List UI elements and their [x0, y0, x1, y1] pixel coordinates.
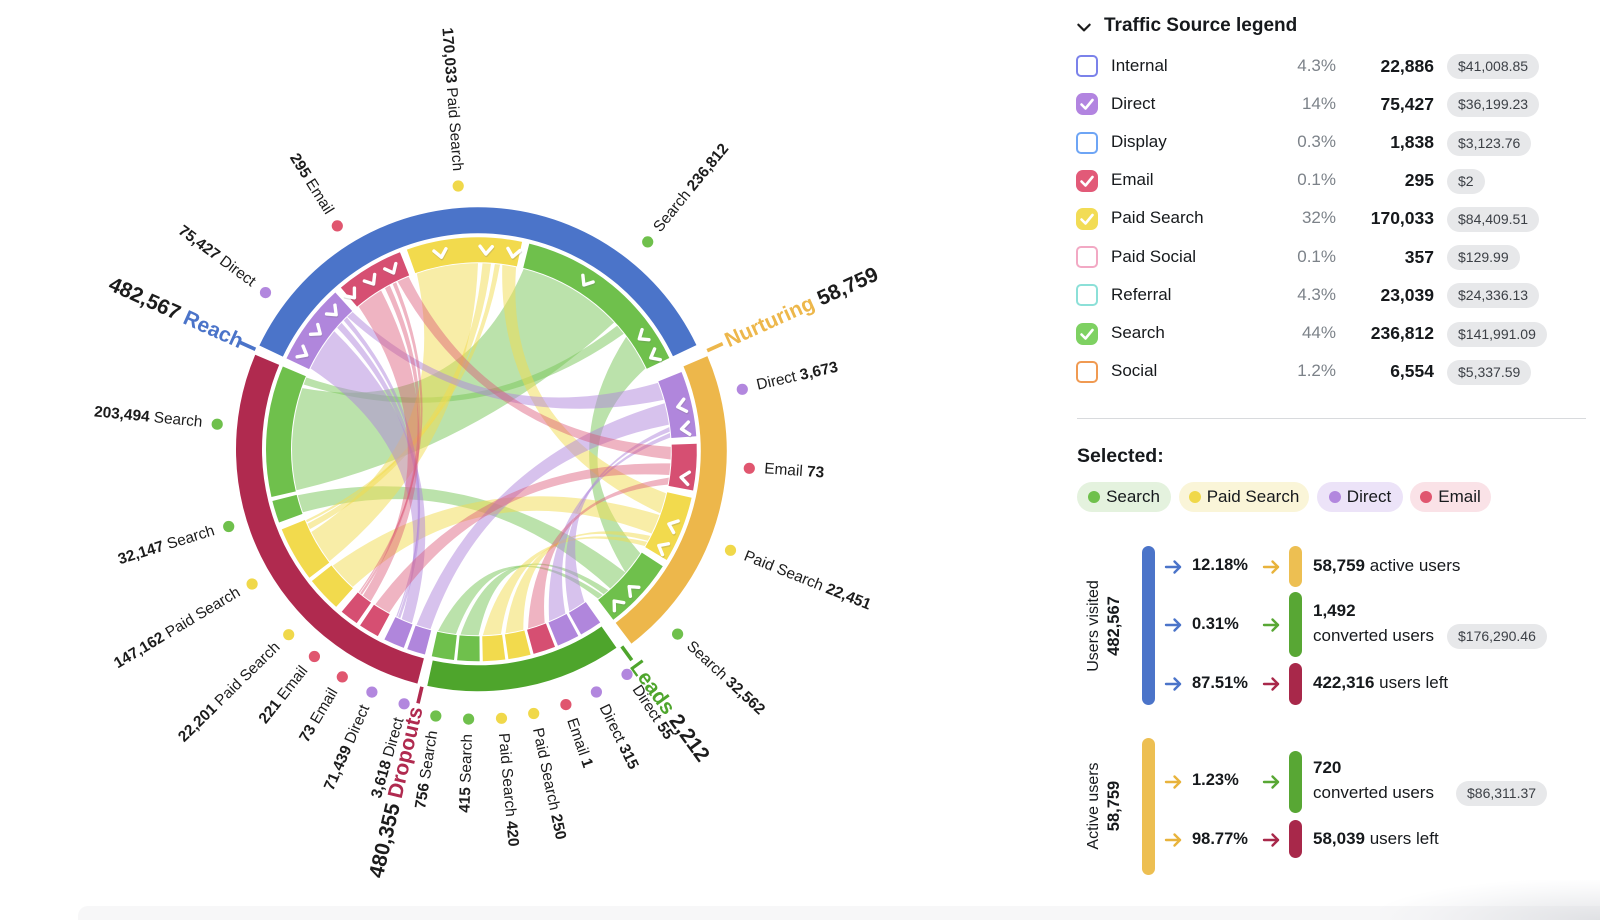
svg-text:Search 32,562: Search 32,562: [683, 638, 768, 719]
svg-text:170,033 Paid Search: 170,033 Paid Search: [438, 27, 466, 172]
svg-text:Paid Search 250: Paid Search 250: [529, 726, 569, 841]
svg-text:221 Email: 221 Email: [256, 663, 312, 727]
svg-text:Direct 315: Direct 315: [596, 702, 642, 773]
svg-text:147,162 Paid Search: 147,162 Paid Search: [111, 584, 243, 672]
svg-text:32,147 Search: 32,147 Search: [116, 522, 217, 568]
svg-text:Search 236,812: Search 236,812: [650, 141, 732, 236]
svg-text:Direct 3,673: Direct 3,673: [755, 359, 840, 394]
svg-text:73 Email: 73 Email: [296, 685, 341, 745]
svg-text:75,427 Direct: 75,427 Direct: [175, 222, 259, 290]
svg-text:Email 1: Email 1: [563, 716, 596, 770]
svg-text:Nurturing 58,759: Nurturing 58,759: [721, 262, 882, 351]
svg-text:Leads 2,212: Leads 2,212: [626, 656, 715, 766]
svg-text:203,494 Search: 203,494 Search: [93, 403, 203, 430]
svg-text:482,567 Reach: 482,567 Reach: [105, 272, 246, 352]
svg-text:Paid Search 420: Paid Search 420: [495, 732, 522, 847]
svg-text:295 Email: 295 Email: [286, 151, 337, 218]
svg-text:Email 73: Email 73: [764, 460, 825, 481]
svg-text:415 Search: 415 Search: [456, 734, 476, 813]
svg-text:Paid Search 22,451: Paid Search 22,451: [742, 548, 874, 614]
svg-text:22,201 Paid Search: 22,201 Paid Search: [175, 639, 283, 746]
svg-text:71,439 Direct: 71,439 Direct: [321, 702, 374, 793]
